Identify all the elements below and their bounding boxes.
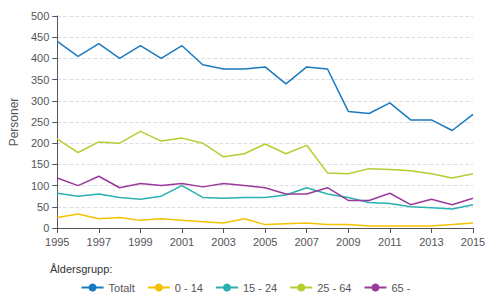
svg-text:2009: 2009	[336, 236, 360, 248]
svg-text:2005: 2005	[253, 236, 277, 248]
svg-text:350: 350	[31, 74, 49, 86]
svg-text:50: 50	[37, 201, 49, 213]
svg-text:0: 0	[43, 222, 49, 234]
svg-text:65 -: 65 -	[391, 282, 410, 294]
svg-text:250: 250	[31, 116, 49, 128]
svg-text:Personer: Personer	[7, 98, 21, 147]
svg-text:1997: 1997	[87, 236, 111, 248]
svg-text:25 - 64: 25 - 64	[317, 282, 351, 294]
svg-text:15 - 24: 15 - 24	[243, 282, 277, 294]
svg-text:2013: 2013	[419, 236, 443, 248]
svg-text:Åldersgrupp:: Åldersgrupp:	[50, 263, 112, 275]
svg-text:100: 100	[31, 180, 49, 192]
svg-text:Totalt: Totalt	[109, 282, 135, 294]
svg-text:2001: 2001	[170, 236, 194, 248]
svg-text:150: 150	[31, 158, 49, 170]
svg-text:2015: 2015	[461, 236, 485, 248]
svg-text:400: 400	[31, 52, 49, 64]
svg-text:2007: 2007	[294, 236, 318, 248]
svg-text:300: 300	[31, 95, 49, 107]
svg-text:450: 450	[31, 31, 49, 43]
svg-text:2011: 2011	[378, 236, 402, 248]
svg-text:500: 500	[31, 10, 49, 22]
svg-text:1999: 1999	[128, 236, 152, 248]
svg-text:200: 200	[31, 137, 49, 149]
svg-text:1995: 1995	[45, 236, 69, 248]
svg-text:2003: 2003	[211, 236, 235, 248]
svg-text:0 - 14: 0 - 14	[175, 282, 203, 294]
